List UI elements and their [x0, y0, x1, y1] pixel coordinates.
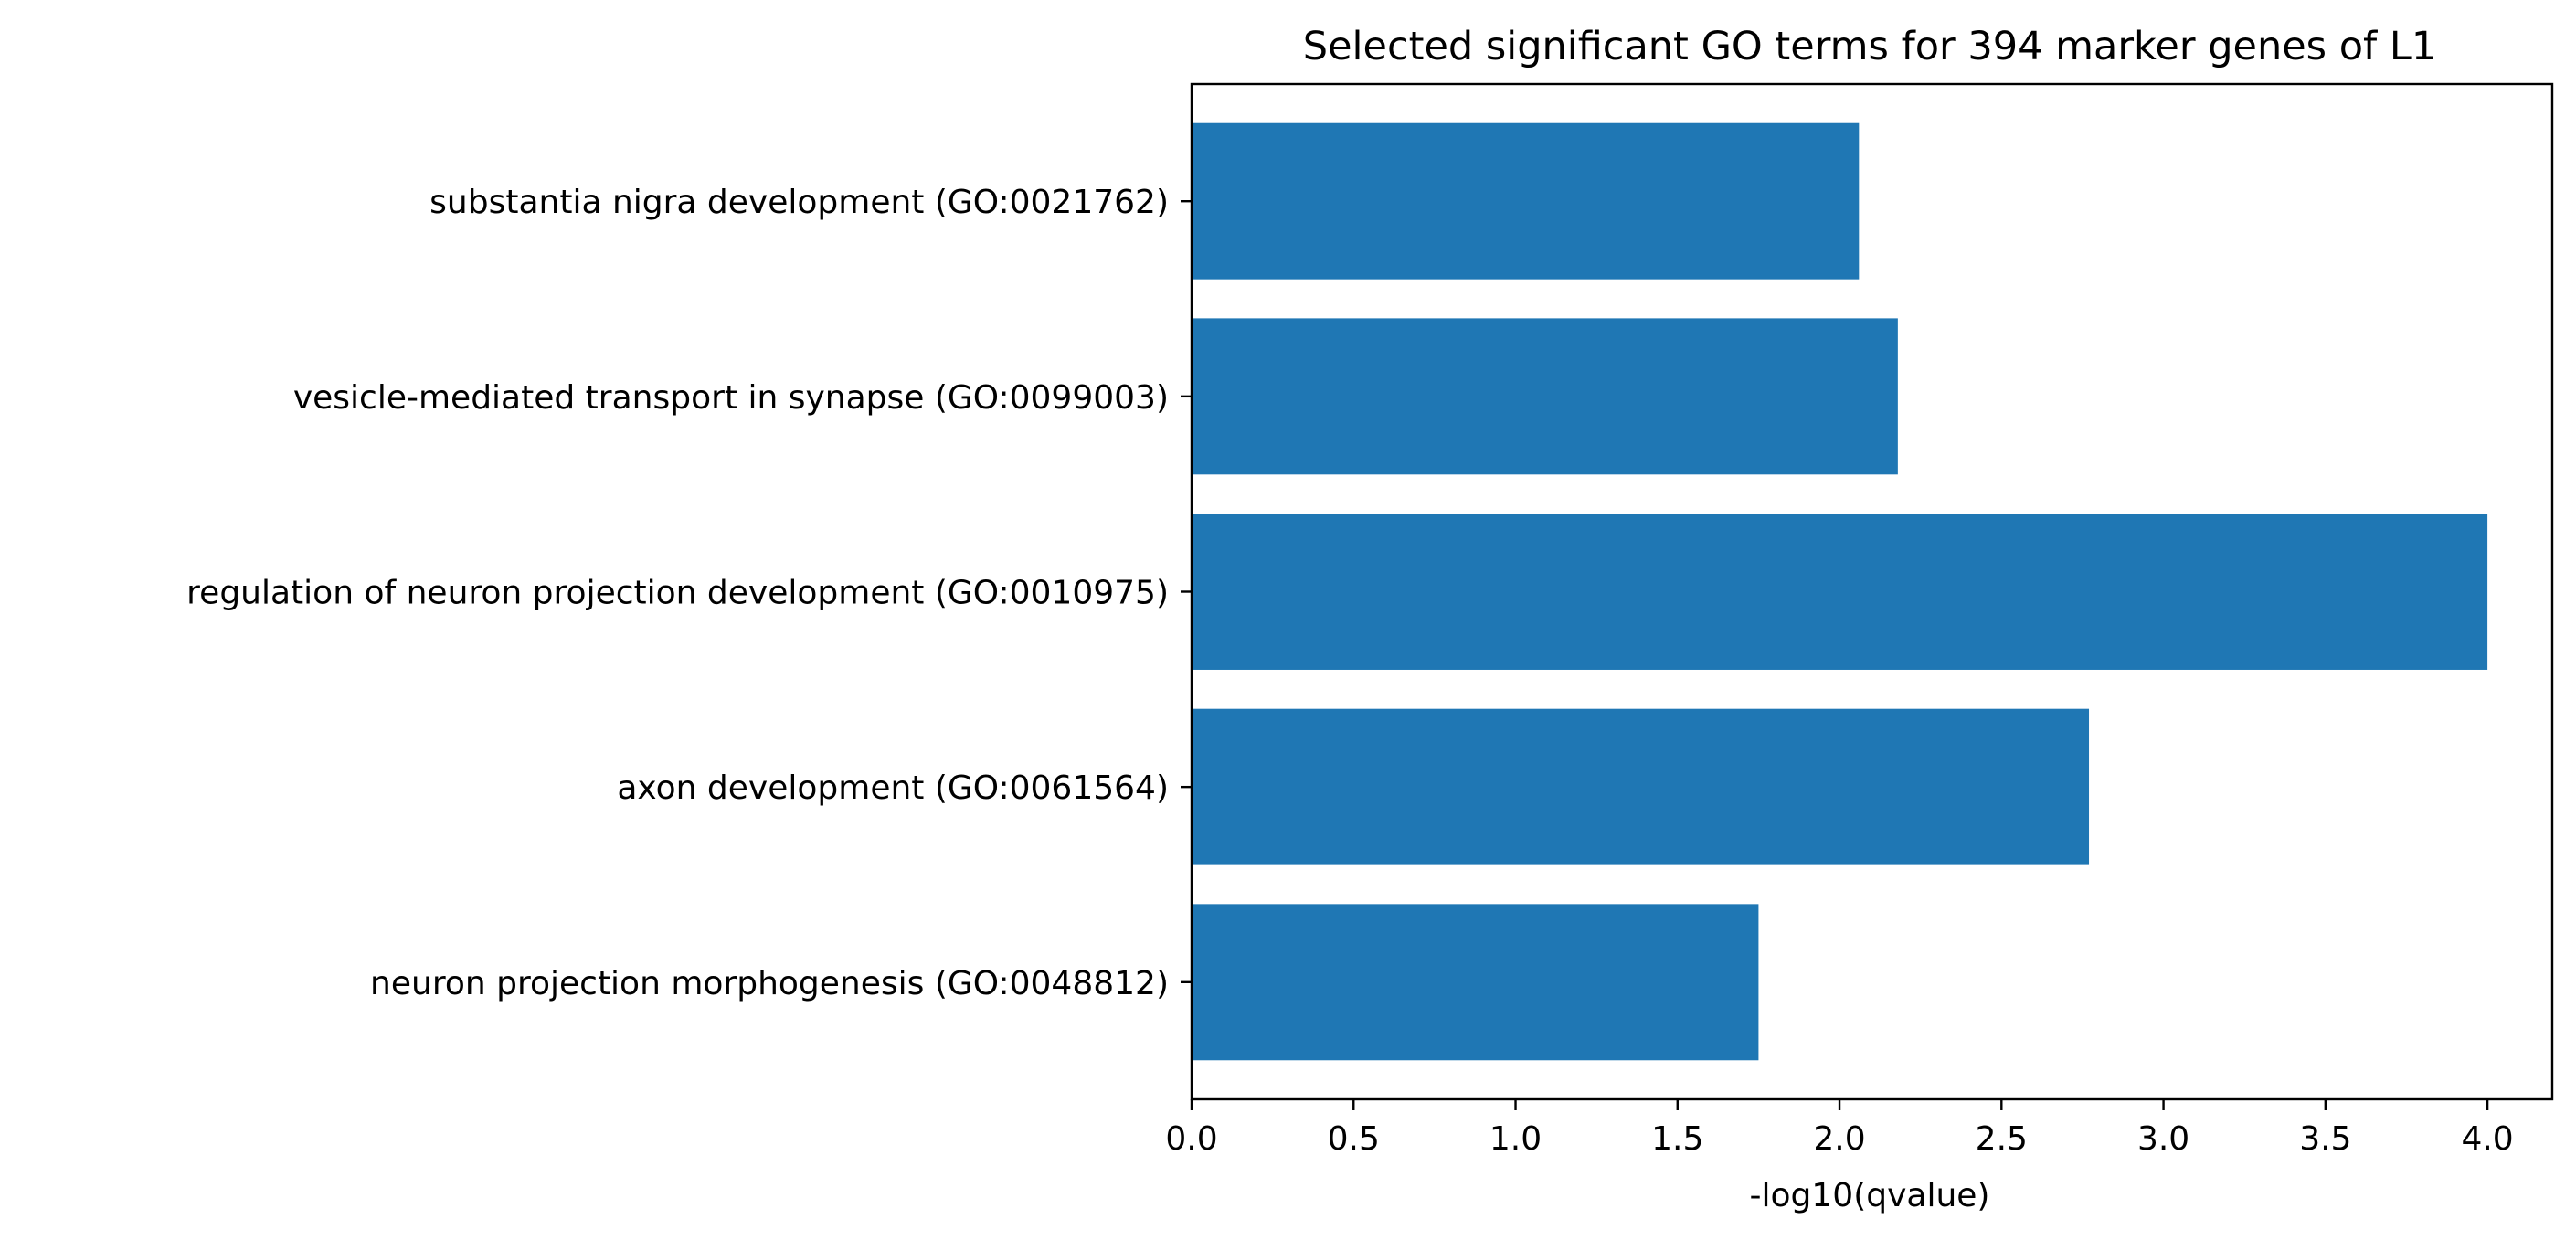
x-tick-label: 3.0	[2137, 1120, 2189, 1158]
chart-title: Selected significant GO terms for 394 ma…	[1303, 24, 2436, 69]
y-tick-label: neuron projection morphogenesis (GO:0048…	[370, 965, 1169, 1002]
y-tick-label: vesicle-mediated transport in synapse (G…	[293, 379, 1169, 417]
x-tick-label: 1.0	[1489, 1120, 1542, 1158]
x-tick-label: 0.0	[1165, 1120, 1217, 1158]
y-tick-label: regulation of neuron projection developm…	[186, 575, 1169, 612]
x-axis-label: -log10(qvalue)	[1750, 1177, 1990, 1214]
x-tick-label: 3.5	[2299, 1120, 2351, 1158]
x-tick-label: 4.0	[2461, 1120, 2513, 1158]
plot-frame	[1190, 82, 2554, 1101]
bar	[1192, 514, 2488, 670]
bar	[1192, 318, 1898, 475]
x-tick-layer: 0.0 0.5 1.0 1.5 2.0 2.5 3.0 3.5 4.0	[1165, 1099, 2514, 1158]
y-tick-label: substantia nigra development (GO:0021762…	[429, 184, 1169, 221]
bar-layer	[1192, 122, 2488, 1061]
bar	[1192, 708, 2090, 865]
x-tick-label: 2.5	[1976, 1120, 2028, 1158]
x-tick-label: 1.5	[1651, 1120, 1703, 1158]
y-tick-layer: substantia nigra development (GO:0021762…	[186, 184, 1192, 1002]
bar	[1192, 122, 1860, 280]
x-tick-label: 2.0	[1813, 1120, 1865, 1158]
y-tick-label: axon development (GO:0061564)	[617, 769, 1169, 807]
x-tick-label: 0.5	[1328, 1120, 1380, 1158]
bar	[1192, 904, 1759, 1061]
